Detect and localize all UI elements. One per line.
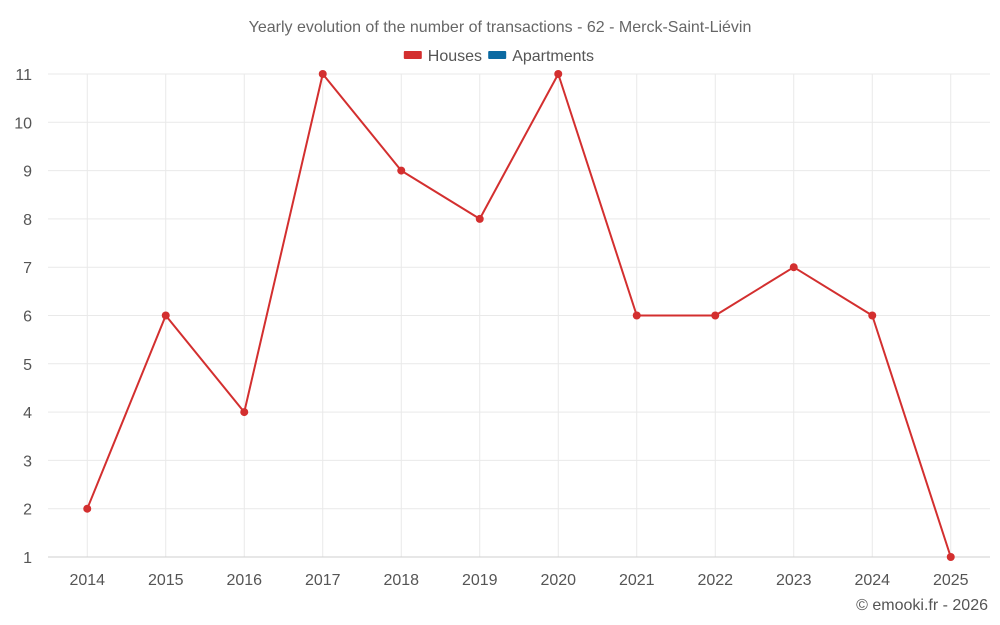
data-point-houses-2025[interactable] (946, 553, 955, 561)
y-tick-label: 5 (23, 357, 32, 374)
x-tick-label: 2018 (383, 572, 419, 589)
x-tick-label: 2025 (933, 572, 969, 589)
x-tick-label: 2017 (305, 572, 341, 589)
x-tick-label: 2022 (697, 572, 733, 589)
x-tick-label: 2016 (226, 572, 262, 589)
x-axis-tick-labels: 2014 2015 2016 2017 2018 2019 2020 2021 2022 2023… (69, 572, 968, 589)
credit-text: © emooki.fr - 2026 (856, 597, 988, 614)
y-tick-label: 8 (23, 212, 32, 229)
data-point-houses-2024[interactable] (868, 311, 877, 320)
legend-swatch-houses[interactable] (403, 51, 422, 59)
legend: Houses Apartments (403, 48, 594, 65)
y-tick-label: 1 (23, 550, 32, 567)
chart-title: Yearly evolution of the number of transa… (249, 19, 752, 36)
data-point-houses-2023[interactable] (789, 263, 798, 272)
y-tick-label: 11 (15, 67, 32, 84)
y-tick-label: 7 (23, 260, 32, 277)
x-tick-label: 2020 (540, 572, 576, 589)
y-tick-label: 4 (23, 405, 32, 422)
y-tick-label: 9 (23, 164, 32, 181)
series-layer (83, 70, 955, 561)
y-tick-label: 10 (14, 115, 32, 132)
x-tick-label: 2015 (148, 572, 184, 589)
data-point-houses-2016[interactable] (240, 408, 249, 417)
data-point-houses-2022[interactable] (711, 311, 720, 320)
data-point-houses-2017[interactable] (318, 70, 327, 78)
data-point-houses-2014[interactable] (83, 504, 92, 513)
y-axis-tick-labels: 1 2 3 4 5 6 7 8 9 10 11 (14, 67, 32, 567)
x-tick-label: 2024 (854, 572, 890, 589)
series-line-houses (86, 73, 952, 558)
data-point-houses-2021[interactable] (632, 311, 641, 320)
legend-label-apartments[interactable]: Apartments (512, 48, 594, 65)
x-tick-label: 2019 (462, 572, 498, 589)
y-gridlines (48, 73, 990, 510)
x-tick-label: 2021 (619, 572, 655, 589)
x-tick-label: 2014 (69, 572, 105, 589)
x-tick-label: 2023 (776, 572, 812, 589)
data-point-houses-2018[interactable] (397, 166, 406, 175)
y-tick-label: 2 (23, 502, 32, 519)
data-point-houses-2019[interactable] (475, 214, 484, 223)
legend-label-houses[interactable]: Houses (428, 48, 482, 65)
legend-swatch-apartments[interactable] (488, 51, 507, 59)
data-point-houses-2020[interactable] (554, 70, 563, 78)
y-tick-label: 3 (23, 453, 32, 470)
series-houses (83, 70, 955, 561)
data-point-houses-2015[interactable] (161, 311, 170, 320)
y-tick-label: 6 (23, 309, 32, 326)
